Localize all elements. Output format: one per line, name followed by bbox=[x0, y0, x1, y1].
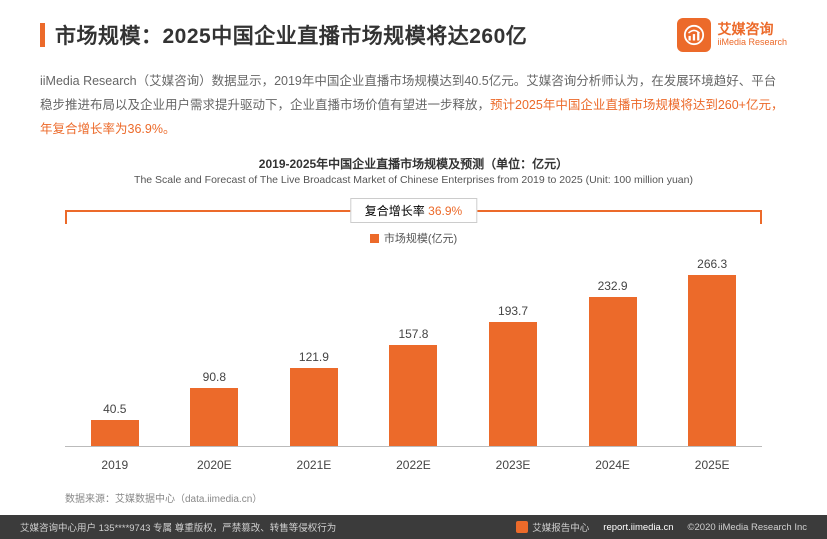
page-title: 市场规模：2025中国企业直播市场规模将达260亿 bbox=[55, 20, 527, 50]
bar bbox=[489, 322, 537, 447]
footer-right: 艾媒报告中心 report.iimedia.cn ©2020 iiMedia R… bbox=[516, 520, 807, 534]
chart-title-cn: 2019-2025年中国企业直播市场规模及预测（单位：亿元） bbox=[0, 155, 827, 172]
footer-logo-icon bbox=[516, 521, 528, 533]
x-label: 2025E bbox=[672, 458, 752, 472]
cagr-bracket: 复合增长率 36.9% bbox=[65, 198, 762, 234]
bar bbox=[389, 345, 437, 446]
x-label: 2024E bbox=[573, 458, 653, 472]
data-source: 数据来源：艾媒数据中心（data.iimedia.cn） bbox=[65, 490, 262, 505]
legend-swatch bbox=[370, 234, 379, 243]
bar-col: 40.5 bbox=[75, 402, 155, 446]
footer-brand: 艾媒报告中心 bbox=[532, 520, 589, 534]
bar-group: 40.590.8121.9157.8193.7232.9266.3 bbox=[65, 266, 762, 446]
bar-value-label: 193.7 bbox=[498, 304, 528, 318]
body-text: iiMedia Research（艾媒咨询）数据显示，2019年中国企业直播市场… bbox=[0, 62, 827, 141]
x-labels: 2019 2020E 2021E 2022E 2023E 2024E 2025E bbox=[65, 458, 762, 472]
footer-copyright: ©2020 iiMedia Research Inc bbox=[688, 522, 807, 533]
chart-title-en: The Scale and Forecast of The Live Broad… bbox=[0, 174, 827, 186]
bar-col: 121.9 bbox=[274, 350, 354, 446]
logo-cn: 艾媒咨询 bbox=[717, 22, 787, 37]
bar-col: 232.9 bbox=[573, 279, 653, 447]
bar-value-label: 90.8 bbox=[203, 370, 226, 384]
bar bbox=[91, 420, 139, 446]
x-label: 2021E bbox=[274, 458, 354, 472]
logo-text: 艾媒咨询 iiMedia Research bbox=[717, 22, 787, 47]
x-axis bbox=[65, 446, 762, 447]
logo-icon bbox=[683, 24, 705, 46]
x-label: 2023E bbox=[473, 458, 553, 472]
bar-value-label: 40.5 bbox=[103, 402, 126, 416]
footer-link: report.iimedia.cn bbox=[603, 522, 673, 533]
title-wrap: 市场规模：2025中国企业直播市场规模将达260亿 bbox=[40, 20, 527, 50]
footer: 艾媒咨询中心用户 135****9743 专属 尊重版权，严禁篡改、转售等侵权行… bbox=[0, 515, 827, 539]
chart-area: 40.590.8121.9157.8193.7232.9266.3 201920… bbox=[50, 252, 777, 472]
cagr-label: 复合增长率 bbox=[365, 204, 425, 218]
bar bbox=[589, 297, 637, 447]
logo-badge bbox=[677, 18, 711, 52]
logo: 艾媒咨询 iiMedia Research bbox=[677, 18, 787, 52]
bar bbox=[190, 388, 238, 446]
bar-col: 157.8 bbox=[373, 327, 453, 446]
x-label: 2020E bbox=[174, 458, 254, 472]
cagr-box: 复合增长率 36.9% bbox=[350, 198, 477, 223]
cagr-rate: 36.9% bbox=[428, 204, 462, 218]
header: 市场规模：2025中国企业直播市场规模将达260亿 艾媒咨询 iiMedia R… bbox=[0, 0, 827, 62]
bar-value-label: 157.8 bbox=[398, 327, 428, 341]
bar-col: 90.8 bbox=[174, 370, 254, 446]
logo-en: iiMedia Research bbox=[717, 38, 787, 48]
title-bar bbox=[40, 23, 45, 47]
x-label: 2022E bbox=[373, 458, 453, 472]
footer-left: 艾媒咨询中心用户 135****9743 专属 尊重版权，严禁篡改、转售等侵权行… bbox=[20, 520, 336, 534]
footer-logo: 艾媒报告中心 bbox=[516, 520, 589, 534]
bar bbox=[688, 275, 736, 446]
chart-titles: 2019-2025年中国企业直播市场规模及预测（单位：亿元） The Scale… bbox=[0, 155, 827, 186]
bar-col: 193.7 bbox=[473, 304, 553, 447]
bar-value-label: 266.3 bbox=[697, 257, 727, 271]
x-label: 2019 bbox=[75, 458, 155, 472]
bar-value-label: 121.9 bbox=[299, 350, 329, 364]
bar-col: 266.3 bbox=[672, 257, 752, 446]
bar-value-label: 232.9 bbox=[598, 279, 628, 293]
bar bbox=[290, 368, 338, 446]
